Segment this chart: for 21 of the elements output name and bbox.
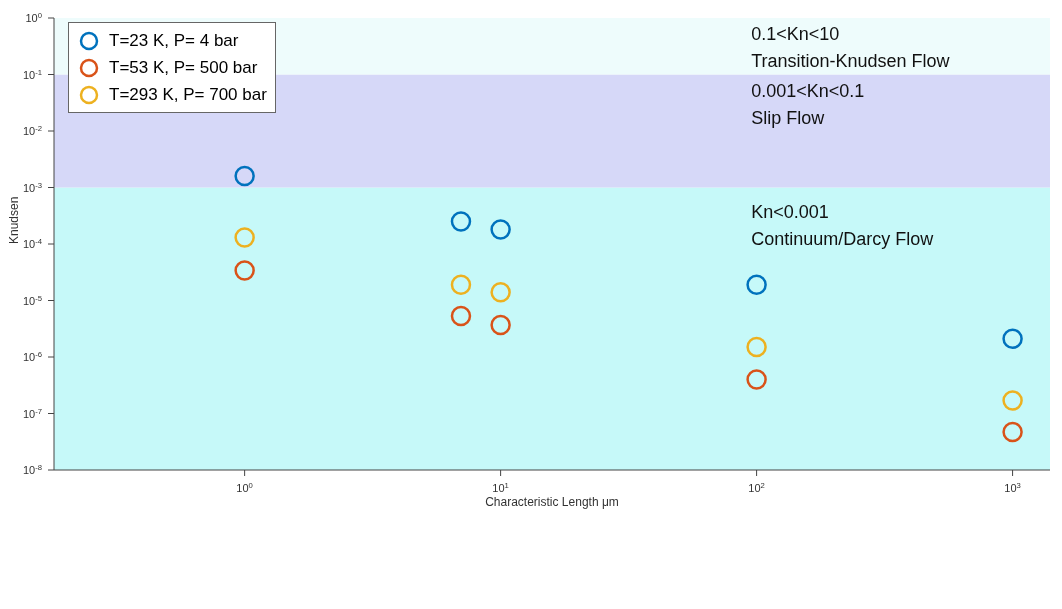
y-axis-title: Knudsen [7, 196, 22, 244]
x-axis-title: Characteristic Length μm [485, 495, 619, 509]
y-tick-label: 10$^{-8}$ [22, 462, 42, 476]
band-label: Kn<0.001 Continuum/Darcy Flow [751, 201, 935, 249]
x-tick-label: 10$^{1}$ [492, 480, 509, 494]
y-tick-label: 10$^{-5}$ [22, 293, 42, 307]
x-tick-label: 10$^{2}$ [748, 480, 765, 494]
y-tick-label: 10$^{-1}$ [22, 67, 42, 81]
legend-label: T=23 K, P= 4 bar [109, 30, 239, 51]
y-tick-label: 10$^{-6}$ [22, 349, 42, 363]
band-label: 0.001<Kn<0.1 Slip Flow [751, 80, 865, 128]
y-tick-label: 10$^{-7}$ [22, 406, 42, 420]
band-label: 0.1<Kn<10 Transition-Knudsen Flow [751, 24, 951, 71]
y-tick-label: 10$^{-3}$ [22, 180, 42, 194]
y-tick-label: 10$^{-2}$ [22, 123, 42, 137]
legend-label: T=53 K, P= 500 bar [109, 57, 258, 78]
y-tick-label: 10$^{-4}$ [22, 236, 43, 250]
x-tick-label: 10$^{0}$ [236, 480, 253, 494]
x-tick-label: 10$^{3}$ [1004, 480, 1021, 494]
y-tick-label: 10$^{0}$ [25, 10, 42, 24]
legend-label: T=293 K, P= 700 bar [109, 84, 267, 105]
